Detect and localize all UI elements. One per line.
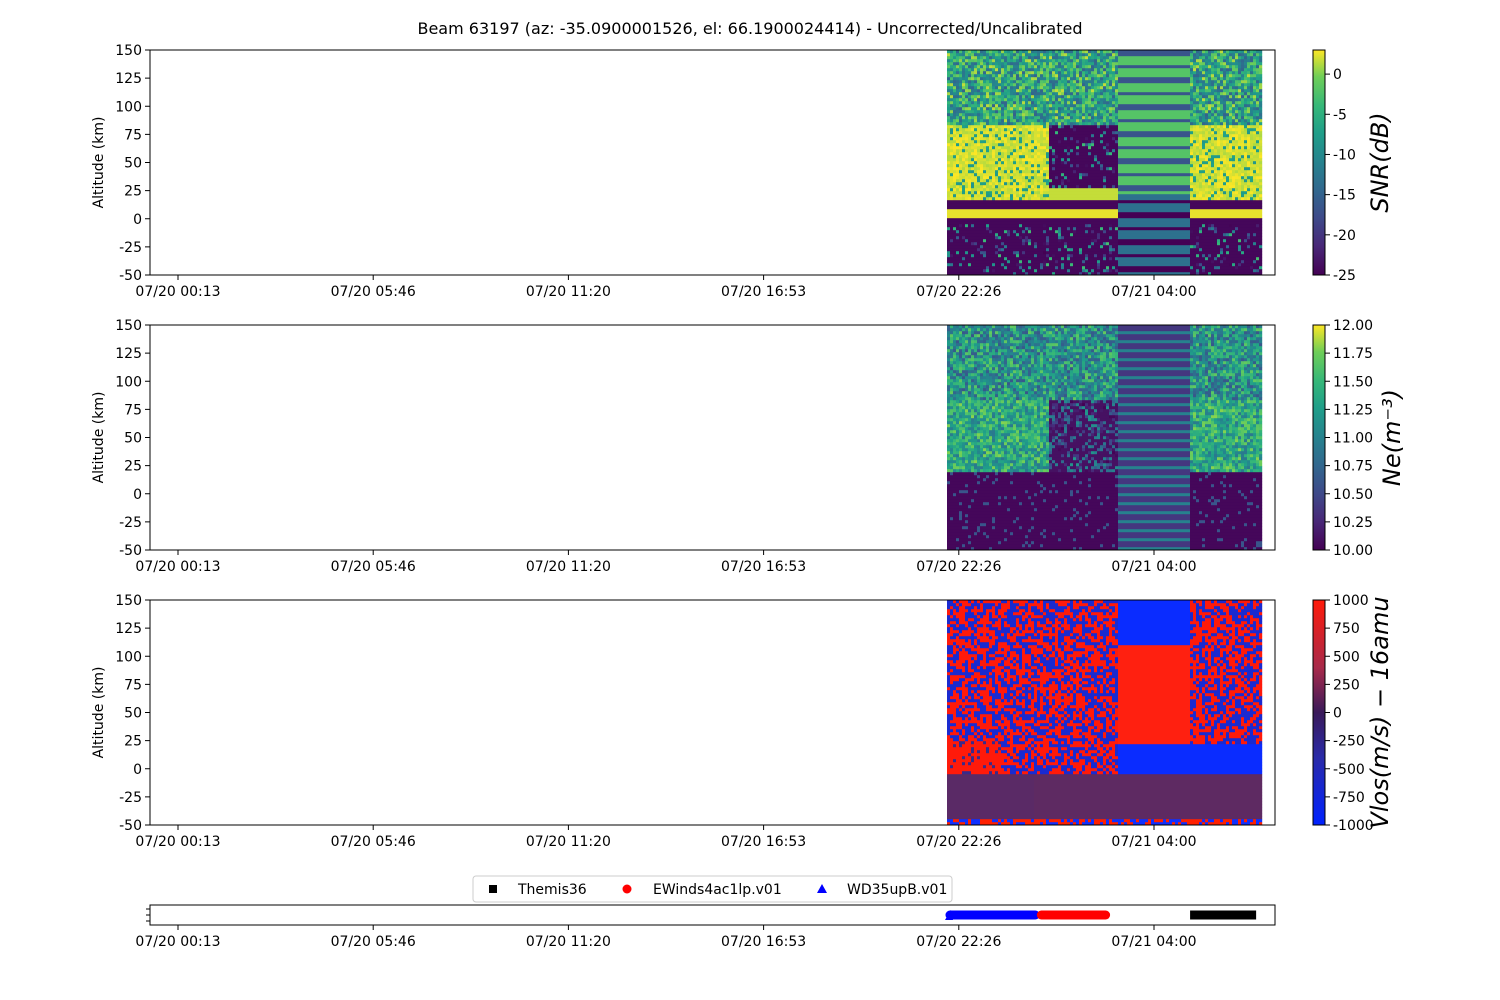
heatmap-cells bbox=[947, 325, 1262, 550]
colorbar-label: Ne(m⁻³) bbox=[1378, 389, 1406, 486]
x-tick-label: 07/20 22:26 bbox=[916, 284, 1001, 300]
colorbar-label: Vlos(m/s) − 16amu bbox=[1366, 596, 1394, 828]
x-tick-label: 07/20 05:46 bbox=[331, 934, 416, 950]
legend-marker-circle bbox=[623, 885, 632, 894]
y-tick-label: 125 bbox=[115, 71, 142, 87]
colorbar-tick-label: 10.25 bbox=[1333, 515, 1373, 531]
colorbar-tick-label: -25 bbox=[1333, 268, 1356, 284]
x-tick-label: 07/20 00:13 bbox=[135, 834, 220, 850]
colorbar-tick-label: 11.50 bbox=[1333, 374, 1373, 390]
colorbar-tick-label: -20 bbox=[1333, 228, 1356, 244]
y-tick-label: -25 bbox=[119, 790, 142, 806]
y-tick-label: -50 bbox=[119, 543, 142, 559]
x-tick-label: 07/20 11:20 bbox=[526, 284, 611, 300]
y-tick-label: 75 bbox=[124, 127, 142, 143]
legend-label: EWinds4ac1lp.v01 bbox=[653, 882, 782, 898]
heatmap-cells bbox=[947, 50, 1262, 275]
colorbar-tick-label: -5 bbox=[1333, 107, 1347, 123]
colorbar-tick-label: -15 bbox=[1333, 188, 1356, 204]
y-tick-label: -25 bbox=[119, 240, 142, 256]
colorbar-tick-label: 500 bbox=[1333, 649, 1360, 665]
colorbar-tick-label: 11.00 bbox=[1333, 431, 1373, 447]
heatmap-cells bbox=[947, 600, 1262, 825]
y-tick-label: 125 bbox=[115, 621, 142, 637]
x-tick-label: 07/20 05:46 bbox=[331, 834, 416, 850]
colorbar-label: SNR(dB) bbox=[1366, 112, 1394, 212]
colorbar-tick-label: -250 bbox=[1333, 734, 1365, 750]
colorbar-tick-label: 10.75 bbox=[1333, 459, 1373, 475]
y-tick-label: 25 bbox=[124, 459, 142, 475]
colorbar-tick-label: 1000 bbox=[1333, 593, 1369, 609]
timeline-panel: 07/20 00:13 07/20 05:46 07/20 11:20 07/20 1… bbox=[135, 905, 1275, 950]
colorbar-tick-label: -500 bbox=[1333, 762, 1365, 778]
colorbar-tick-label: 750 bbox=[1333, 621, 1360, 637]
x-tick-label: 07/20 22:26 bbox=[916, 934, 1001, 950]
figure-title: Beam 63197 (az: -35.0900001526, el: 66.1… bbox=[417, 19, 1082, 38]
y-tick-label: 125 bbox=[115, 346, 142, 362]
colorbar-tick-label: 11.25 bbox=[1333, 402, 1373, 418]
colorbar bbox=[1313, 325, 1325, 550]
y-tick-label: 150 bbox=[115, 593, 142, 609]
x-tick-label: 07/20 00:13 bbox=[135, 559, 220, 575]
colorbar-tick-label: 10.50 bbox=[1333, 487, 1373, 503]
y-tick-label: 0 bbox=[133, 487, 142, 503]
y-tick-label: 25 bbox=[124, 734, 142, 750]
y-tick-label: 150 bbox=[115, 318, 142, 334]
y-axis-label: Altitude (km) bbox=[91, 667, 107, 759]
colorbar-tick-label: 250 bbox=[1333, 677, 1360, 693]
legend-label: WD35upB.v01 bbox=[847, 882, 947, 898]
x-tick-label: 07/21 04:00 bbox=[1111, 834, 1196, 850]
colorbar-tick-label: -750 bbox=[1333, 790, 1365, 806]
x-tick-label: 07/20 16:53 bbox=[721, 834, 806, 850]
y-tick-label: 50 bbox=[124, 706, 142, 722]
y-tick-label: -25 bbox=[119, 515, 142, 531]
y-tick-label: 0 bbox=[133, 212, 142, 228]
legend-label: Themis36 bbox=[517, 882, 587, 898]
colorbar-tick-label: 0 bbox=[1333, 67, 1342, 83]
y-tick-label: 50 bbox=[124, 431, 142, 447]
y-tick-label: 100 bbox=[115, 649, 142, 665]
x-tick-label: 07/20 16:53 bbox=[721, 559, 806, 575]
y-tick-label: 0 bbox=[133, 762, 142, 778]
legend: Themis36 EWinds4ac1lp.v01 WD35upB.v01 bbox=[473, 876, 952, 902]
x-tick-label: 07/20 00:13 bbox=[135, 284, 220, 300]
y-tick-label: -50 bbox=[119, 268, 142, 284]
x-tick-label: 07/21 04:00 bbox=[1111, 934, 1196, 950]
x-tick-label: 07/20 16:53 bbox=[721, 284, 806, 300]
colorbar bbox=[1313, 50, 1325, 275]
x-tick-label: 07/20 22:26 bbox=[916, 559, 1001, 575]
x-tick-label: 07/20 05:46 bbox=[331, 559, 416, 575]
x-tick-label: 07/20 22:26 bbox=[916, 834, 1001, 850]
y-tick-label: 75 bbox=[124, 402, 142, 418]
colorbar-tick-label: 12.00 bbox=[1333, 318, 1373, 334]
x-tick-label: 07/21 04:00 bbox=[1111, 284, 1196, 300]
y-tick-label: 150 bbox=[115, 43, 142, 59]
panel-2: -50 -25 0 25 50 75 100 125 150 07/20 00:13 07/20 0… bbox=[91, 318, 1406, 575]
x-tick-label: 07/20 00:13 bbox=[135, 934, 220, 950]
x-tick-label: 07/20 11:20 bbox=[526, 559, 611, 575]
y-axis-label: Altitude (km) bbox=[91, 117, 107, 209]
x-tick-label: 07/21 04:00 bbox=[1111, 559, 1196, 575]
x-tick-label: 07/20 05:46 bbox=[331, 284, 416, 300]
colorbar-tick-label: 0 bbox=[1333, 706, 1342, 722]
colorbar-tick-label: 10.00 bbox=[1333, 543, 1373, 559]
colorbar-tick-label: -10 bbox=[1333, 147, 1356, 163]
y-axis-label: Altitude (km) bbox=[91, 392, 107, 484]
x-tick-label: 07/20 11:20 bbox=[526, 834, 611, 850]
x-tick-label: 07/20 16:53 bbox=[721, 934, 806, 950]
legend-marker-square bbox=[489, 885, 497, 893]
colorbar bbox=[1313, 600, 1325, 825]
colorbar-tick-label: 11.75 bbox=[1333, 346, 1373, 362]
y-tick-label: 100 bbox=[115, 99, 142, 115]
y-tick-label: 25 bbox=[124, 184, 142, 200]
y-tick-label: 100 bbox=[115, 374, 142, 390]
y-tick-label: 50 bbox=[124, 156, 142, 172]
x-tick-label: 07/20 11:20 bbox=[526, 934, 611, 950]
y-tick-label: -50 bbox=[119, 818, 142, 834]
y-tick-label: 75 bbox=[124, 677, 142, 693]
